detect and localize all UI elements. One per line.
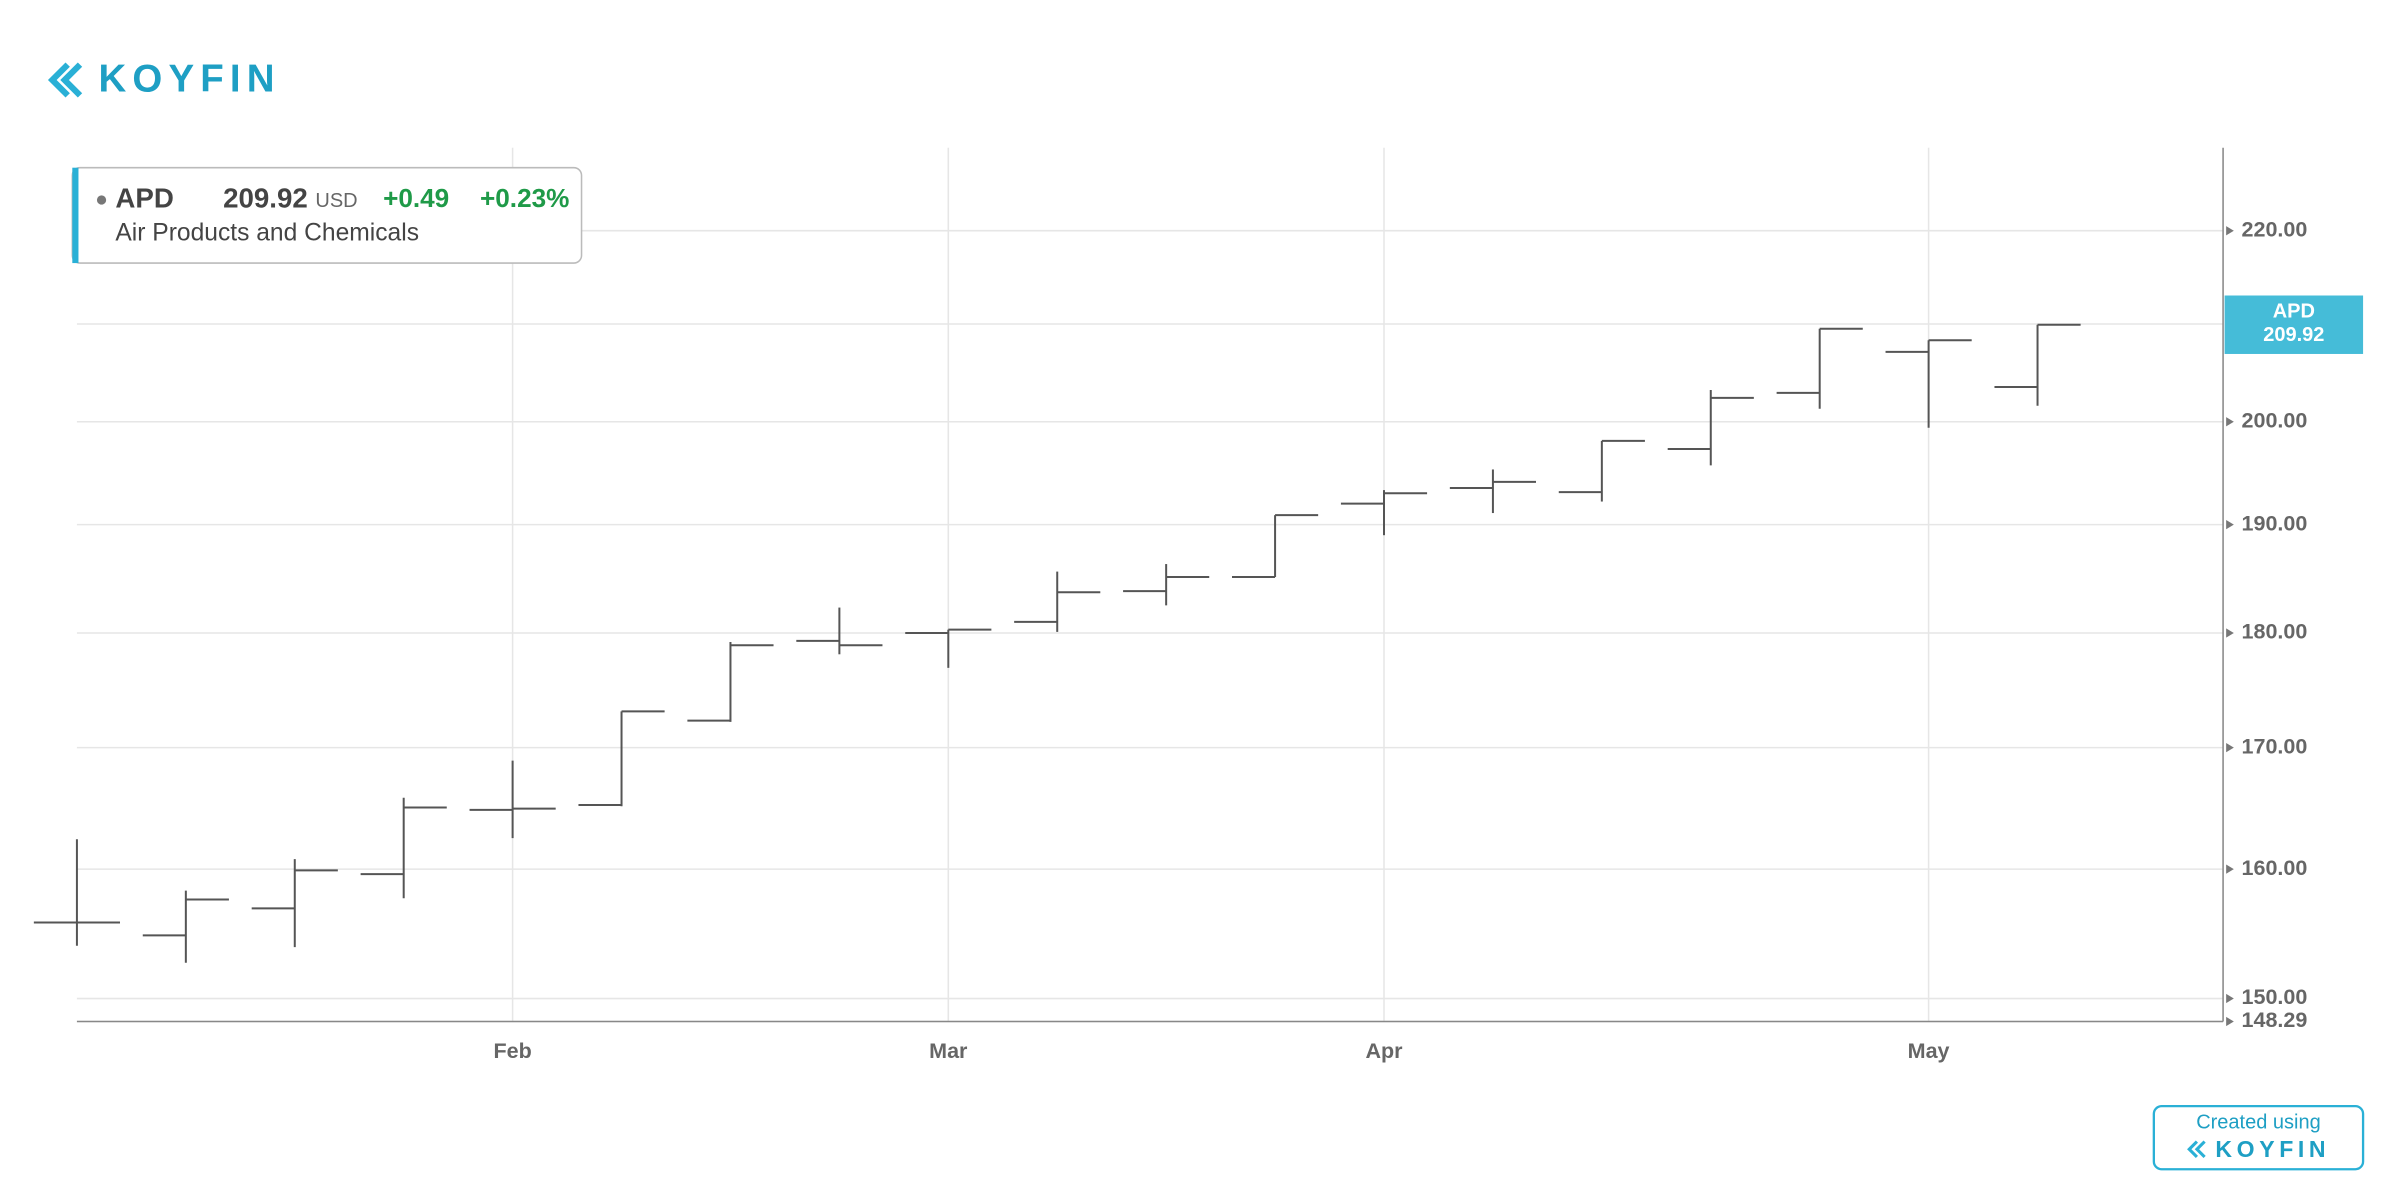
y-tick-mark bbox=[2226, 628, 2234, 638]
y-tick-label: 170.00 bbox=[2242, 734, 2308, 758]
y-tick-label: 180.00 bbox=[2242, 620, 2308, 644]
y-tick-label: 190.00 bbox=[2242, 511, 2308, 535]
y-tick-label: 160.00 bbox=[2242, 856, 2308, 880]
badge-icon bbox=[2187, 1140, 2206, 1159]
y-tick-mark bbox=[2226, 743, 2234, 753]
y-tick-label: 200.00 bbox=[2242, 408, 2308, 432]
y-tick-mark bbox=[2226, 993, 2234, 1004]
x-tick-label: Feb bbox=[493, 1039, 531, 1063]
price-tag-value: 209.92 bbox=[2263, 324, 2324, 346]
badge-box bbox=[2152, 1105, 2365, 1171]
logo-icon bbox=[47, 62, 83, 98]
y-tick-label: 220.00 bbox=[2242, 217, 2308, 241]
badge: Created using KOYFIN bbox=[2152, 1105, 2365, 1171]
legend-accent bbox=[72, 167, 79, 264]
price-tag: APD 209.92 bbox=[2224, 295, 2364, 354]
change: +0.49 bbox=[383, 183, 449, 213]
currency: USD bbox=[315, 190, 357, 212]
x-tick-label: May bbox=[1908, 1039, 1950, 1063]
x-tick-label: Mar bbox=[929, 1039, 968, 1063]
legend: APD 209.92 USD +0.49 +0.23% Air Products… bbox=[71, 166, 583, 264]
badge-text: Created using bbox=[2196, 1111, 2321, 1133]
price-tag-ticker: APD bbox=[2273, 301, 2315, 323]
y-tick-mark bbox=[2226, 1016, 2234, 1027]
logo: KOYFIN bbox=[47, 58, 280, 101]
x-tick-label: Apr bbox=[1365, 1039, 1403, 1063]
legend-dot bbox=[96, 195, 107, 205]
logo-text: KOYFIN bbox=[98, 58, 280, 101]
y-tick-mark bbox=[2226, 226, 2234, 236]
y-tick-mark bbox=[2226, 417, 2234, 427]
price: 209.92 bbox=[223, 182, 308, 213]
price-tag-box bbox=[2224, 295, 2364, 354]
company-name: Air Products and Chemicals bbox=[115, 219, 419, 246]
y-tick-mark bbox=[2226, 520, 2234, 530]
change-pct: +0.23% bbox=[480, 183, 569, 213]
y-tick-mark bbox=[2226, 864, 2234, 874]
badge-brand: KOYFIN bbox=[2215, 1136, 2330, 1162]
ticker: APD bbox=[115, 182, 173, 213]
y-tick-label: 150.00 bbox=[2242, 985, 2308, 1009]
y-tick-label: 148.29 bbox=[2242, 1008, 2308, 1032]
